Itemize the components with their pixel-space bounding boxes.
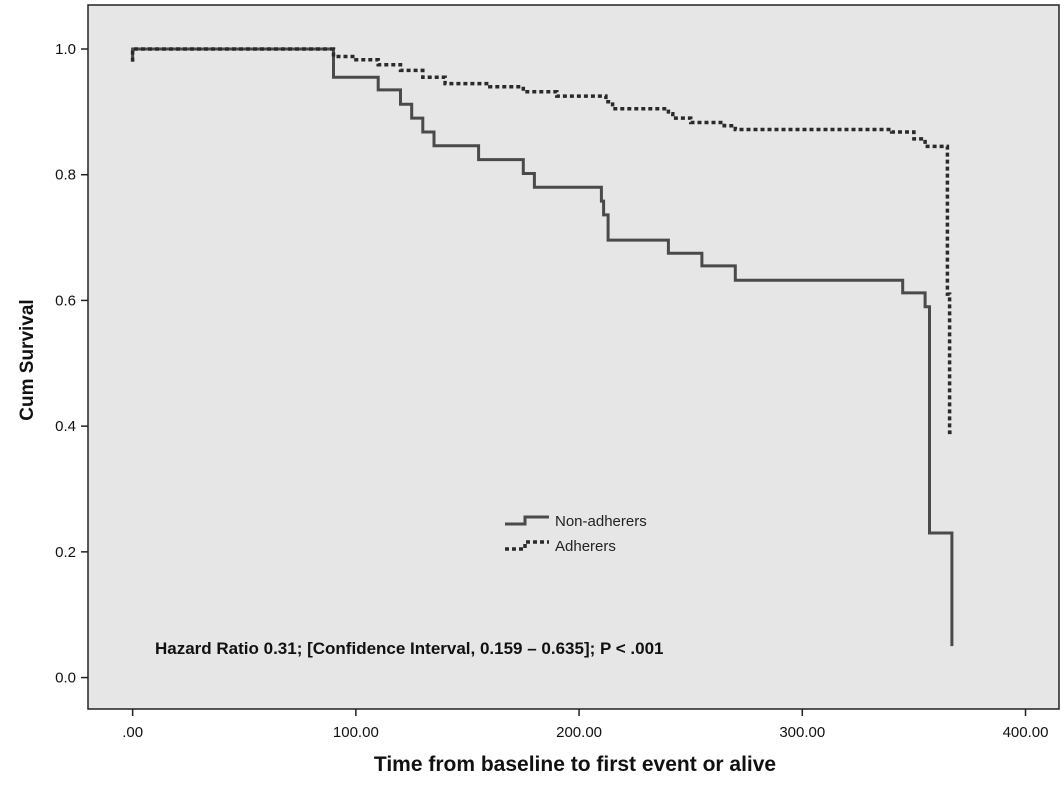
legend-swatch [505, 515, 549, 526]
series-adherers-line [130, 47, 955, 435]
hazard-ratio-annotation: Hazard Ratio 0.31; [Confidence Interval,… [155, 639, 664, 658]
y-axis-label: Cum Survival [17, 299, 38, 420]
x-tick-label: 200.00 [556, 724, 602, 741]
y-tick-label: 1.0 [55, 41, 76, 58]
x-tick-label: 100.00 [333, 724, 379, 741]
series-non-adherers-line [131, 47, 954, 647]
x-tick-label: .00 [122, 724, 143, 741]
y-tick-label: 0.0 [55, 670, 76, 687]
x-tick-label: 300.00 [779, 724, 825, 741]
legend-label: Non-adherers [555, 513, 647, 530]
y-tick-label: 0.6 [55, 292, 76, 309]
x-tick-label: 400.00 [1003, 724, 1049, 741]
y-tick-label: 0.2 [55, 544, 76, 561]
legend-swatch [505, 540, 549, 551]
x-axis-label: Time from baseline to first event or ali… [374, 753, 776, 776]
plot-background [87, 4, 1060, 710]
legend: Non-adherers Adherers [505, 513, 647, 555]
y-tick-label: 0.8 [55, 167, 76, 184]
y-tick-label: 0.4 [55, 418, 76, 435]
legend-label: Adherers [555, 538, 616, 555]
